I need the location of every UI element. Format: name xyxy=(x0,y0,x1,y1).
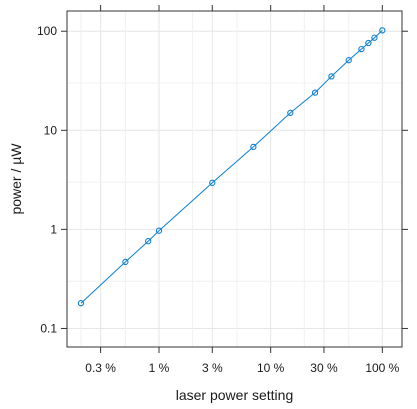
x-tick-label: 0.3 % xyxy=(85,361,116,375)
data-point xyxy=(311,89,319,96)
data-point xyxy=(371,34,378,41)
data-point xyxy=(122,258,129,266)
axis-ticks: 0.3 % 1 % 3 % 10 % 30 % 100 % 0.1 1 10 100 xyxy=(37,5,408,375)
x-tick-label: 100 % xyxy=(365,361,399,375)
x-axis-label: laser power setting xyxy=(176,387,294,403)
series-line xyxy=(80,30,383,304)
x-tick-label: 3 % xyxy=(202,361,223,375)
y-tick-label: 1 xyxy=(50,222,57,236)
grid-lines xyxy=(67,11,402,347)
y-tick-label: 0.1 xyxy=(40,321,57,335)
x-tick-label: 30 % xyxy=(310,361,338,375)
data-point xyxy=(145,238,152,245)
data-point xyxy=(77,300,85,307)
x-tick-label: 10 % xyxy=(257,361,285,375)
plot-frame xyxy=(66,10,403,348)
data-point xyxy=(287,109,294,117)
data-point xyxy=(358,45,365,53)
data-point xyxy=(379,27,386,34)
y-tick-label: 10 xyxy=(44,123,58,137)
data-point xyxy=(155,227,163,234)
y-axis-label: power / µW xyxy=(8,143,24,215)
y-tick-label: 100 xyxy=(37,24,57,38)
data-point xyxy=(209,179,216,186)
data-point xyxy=(365,39,372,47)
x-tick-label: 1 % xyxy=(149,361,170,375)
series-power xyxy=(77,27,386,307)
data-point xyxy=(328,73,335,80)
data-point xyxy=(250,143,257,151)
data-point xyxy=(345,57,352,64)
